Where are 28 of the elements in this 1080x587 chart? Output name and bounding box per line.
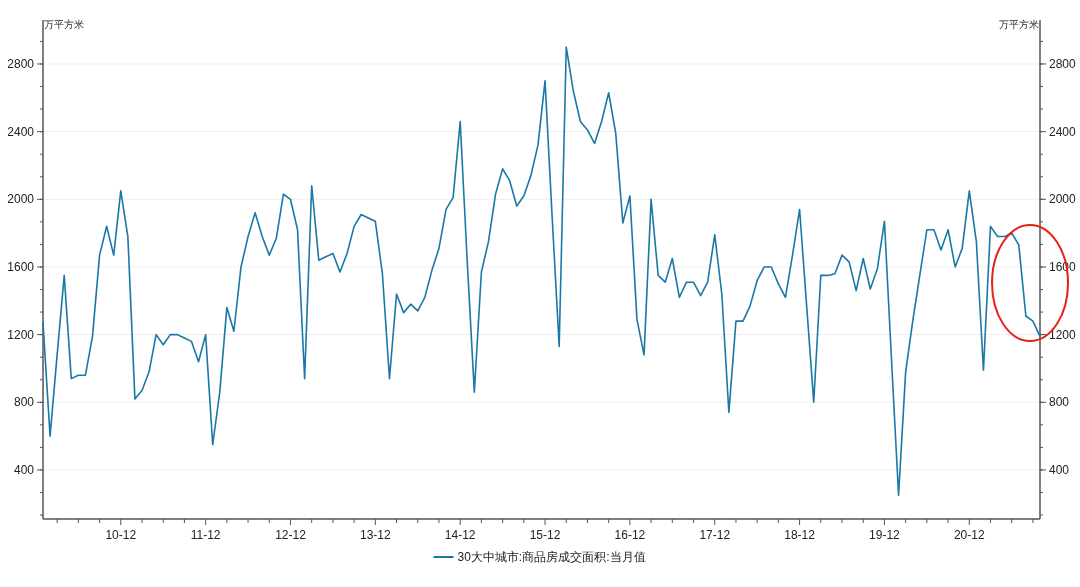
x-tick-label: 14-12 — [444, 528, 476, 542]
y-tick-label: 2400 — [7, 124, 35, 139]
x-tick-label: 12-12 — [275, 528, 307, 542]
x-tick-label: 10-12 — [105, 528, 137, 542]
line-series — [42, 46, 1041, 497]
y-axis-title: 万平方米 — [44, 19, 84, 30]
x-tick-label: 11-12 — [190, 528, 221, 542]
y2-tick-label: 1200 — [1049, 327, 1077, 342]
y-tick-label: 1600 — [7, 259, 35, 274]
x-tick-label: 20-12 — [953, 528, 985, 542]
y2-tick-label: 2000 — [1049, 192, 1077, 207]
y-tick-label: 2800 — [7, 56, 35, 71]
x-tick-label: 18-12 — [784, 528, 816, 542]
x-tick-label: 19-12 — [869, 528, 901, 542]
x-tick-label: 16-12 — [614, 528, 646, 542]
y-tick-label: 2000 — [7, 192, 35, 207]
y2-axis-title: 万平方米 — [999, 19, 1039, 30]
legend-label: 30大中城市:商品房成交面积:当月值 — [457, 550, 646, 564]
x-tick-label: 13-12 — [359, 528, 391, 542]
y2-tick-label: 400 — [1049, 462, 1070, 477]
x-tick-label: 15-12 — [529, 528, 561, 542]
x-tick-label: 17-12 — [699, 528, 731, 542]
y2-tick-label: 2800 — [1049, 56, 1077, 71]
y2-tick-label: 2400 — [1049, 124, 1077, 139]
y-tick-label: 800 — [13, 395, 35, 410]
y2-tick-label: 800 — [1049, 395, 1070, 410]
y-tick-label: 1200 — [7, 327, 35, 342]
y-tick-label: 400 — [13, 462, 35, 477]
